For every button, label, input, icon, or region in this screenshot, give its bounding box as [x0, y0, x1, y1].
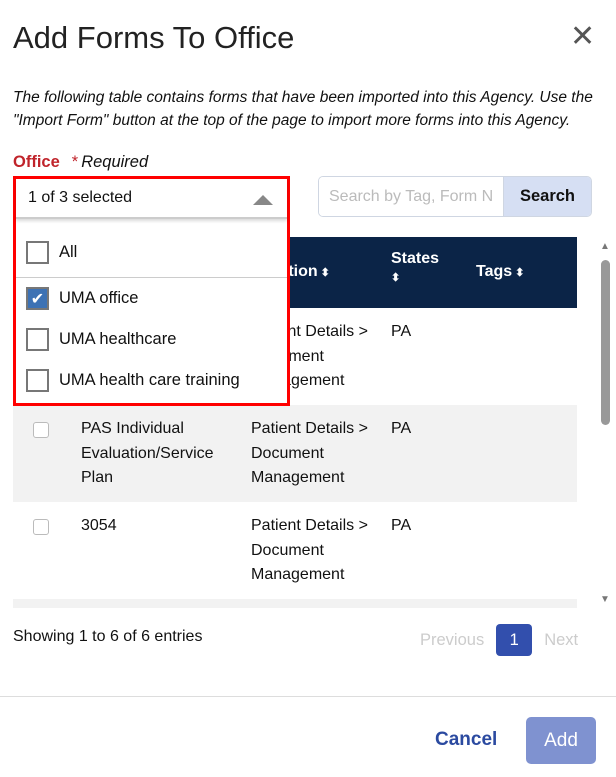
option-uma-office[interactable]: ✔ UMA office	[16, 278, 287, 319]
next-button[interactable]: Next	[544, 630, 579, 649]
required-mark: *	[71, 153, 79, 171]
dialog-title: Add Forms To Office	[13, 20, 295, 55]
form-states: PA	[391, 420, 412, 437]
form-location: Patient Details > Document Management	[251, 517, 368, 583]
page-1-button[interactable]: 1	[496, 624, 533, 656]
table-row[interactable]: PAS Individual Evaluation/Service Plan P…	[13, 405, 577, 502]
sort-icon: ⬍	[515, 267, 525, 279]
checkbox[interactable]	[26, 369, 49, 392]
option-uma-health-care-training[interactable]: UMA health care training	[16, 360, 287, 401]
option-label: UMA health care training	[59, 371, 240, 389]
divider	[16, 277, 287, 278]
header-states[interactable]: States ⬍	[391, 250, 439, 286]
add-button[interactable]: Add	[526, 717, 596, 764]
row-checkbox[interactable]	[33, 519, 49, 535]
form-name: PAS Individual Evaluation/Service Plan	[81, 420, 214, 486]
option-label: UMA office	[59, 289, 139, 307]
entries-info: Showing 1 to 6 of 6 entries	[13, 628, 203, 645]
pagination: Previous 1 Next	[420, 624, 578, 656]
search-input[interactable]	[319, 177, 503, 216]
table-scrollbar[interactable]: ▲ ▼	[598, 237, 613, 608]
option-label: All	[59, 243, 78, 261]
form-location: Patient Details > Document Management	[251, 420, 368, 486]
cancel-button[interactable]: Cancel	[435, 729, 498, 750]
table-row[interactable]	[13, 599, 577, 608]
header-label: States	[391, 250, 440, 267]
row-checkbox[interactable]	[33, 422, 49, 438]
checkbox[interactable]	[26, 241, 49, 264]
close-icon[interactable]: ✕	[570, 20, 596, 53]
office-label: Office * Required	[13, 153, 148, 172]
office-select-toggle[interactable]: 1 of 3 selected	[16, 179, 287, 219]
form-states: PA	[391, 517, 412, 534]
caret-up-icon	[253, 195, 273, 205]
form-name: 3054	[81, 517, 117, 534]
office-label-text: Office	[13, 153, 60, 171]
sort-icon: ⬍	[320, 267, 330, 279]
sort-icon: ⬍	[391, 272, 401, 284]
checkbox[interactable]	[26, 328, 49, 351]
option-uma-healthcare[interactable]: UMA healthcare	[16, 319, 287, 360]
dialog-description: The following table contains forms that …	[13, 89, 593, 129]
search-group: Search	[318, 176, 592, 217]
scroll-up-icon[interactable]: ▲	[600, 241, 610, 252]
checkbox-checked[interactable]: ✔	[26, 287, 49, 310]
scrollbar-thumb[interactable]	[601, 260, 610, 425]
search-button[interactable]: Search	[503, 177, 591, 216]
office-multiselect[interactable]: 1 of 3 selected All ✔ UMA office UMA heal…	[13, 176, 290, 406]
header-tags[interactable]: Tags ⬍	[476, 263, 524, 281]
required-text: Required	[81, 153, 149, 171]
previous-button[interactable]: Previous	[420, 630, 485, 649]
table-row[interactable]: 3054 Patient Details > Document Manageme…	[13, 502, 577, 599]
option-all[interactable]: All	[16, 232, 287, 273]
selected-count: 1 of 3 selected	[28, 189, 133, 206]
option-label: UMA healthcare	[59, 330, 177, 348]
scroll-down-icon[interactable]: ▼	[600, 594, 610, 605]
header-label: Tags	[476, 263, 513, 280]
form-states: PA	[391, 323, 412, 340]
footer-divider	[0, 696, 616, 697]
